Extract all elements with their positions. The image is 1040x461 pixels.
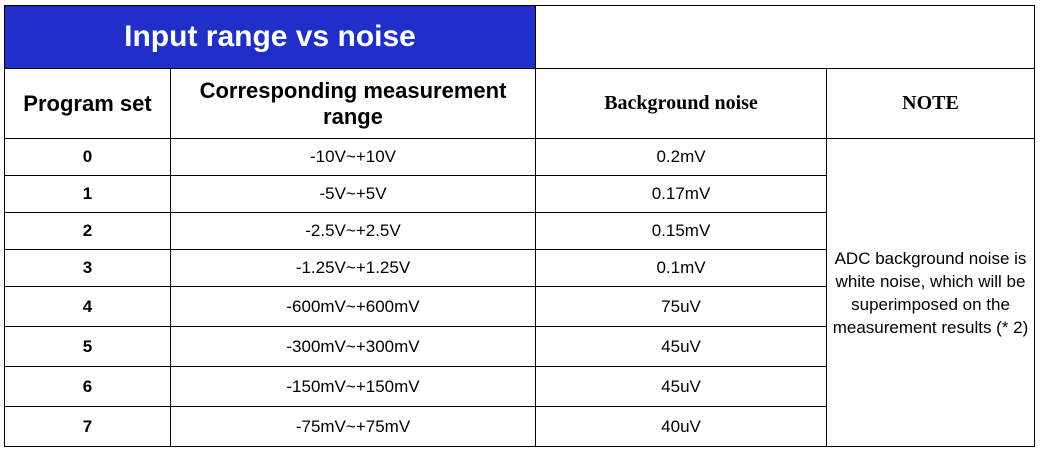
range-cell: -75mV~+75mV: [169, 406, 537, 447]
program-cell: 2: [4, 212, 171, 250]
table-row: 5 -300mV~+300mV 45uV: [4, 326, 1035, 367]
program-cell: 3: [4, 249, 171, 287]
program-cell: 4: [4, 286, 171, 327]
program-cell: 7: [4, 406, 171, 447]
table-row: 4 -600mV~+600mV 75uV: [4, 286, 1035, 327]
range-cell: -1.25V~+1.25V: [169, 249, 537, 287]
table-row: 2 -2.5V~+2.5V 0.15mV: [4, 212, 1035, 250]
noise-cell: 0.1mV: [535, 249, 828, 287]
table-title: Input range vs noise: [3, 5, 537, 69]
header-background-noise: Background noise: [535, 68, 828, 139]
header-program-set: Program set: [4, 68, 171, 139]
program-cell: 1: [4, 175, 171, 213]
range-cell: -2.5V~+2.5V: [169, 212, 537, 250]
header-measurement-range: Corresponding measurement range: [169, 68, 537, 139]
program-cell: 5: [4, 326, 171, 367]
noise-cell: 0.15mV: [535, 212, 828, 250]
range-cell: -300mV~+300mV: [169, 326, 537, 367]
noise-cell: 0.17mV: [535, 175, 828, 213]
noise-cell: 75uV: [535, 286, 828, 327]
table-row: 7 -75mV~+75mV 40uV: [4, 406, 1035, 447]
range-cell: -600mV~+600mV: [169, 286, 537, 327]
noise-cell: 40uV: [535, 406, 828, 447]
noise-cell: 45uV: [535, 326, 828, 367]
table-row: 0 -10V~+10V 0.2mV ADC background noise i…: [4, 138, 1036, 447]
range-cell: -150mV~+150mV: [169, 366, 537, 407]
noise-table: Input range vs noise Program set Corresp…: [3, 5, 1036, 447]
range-cell: -10V~+10V: [169, 138, 537, 176]
table-row: 1 -5V~+5V 0.17mV: [4, 175, 1035, 213]
header-row: Program set Corresponding measurement ra…: [4, 68, 1036, 139]
title-row: Input range vs noise: [3, 5, 1036, 69]
title-empty-cell: [535, 5, 1036, 69]
range-cell: -5V~+5V: [169, 175, 537, 213]
noise-cell: 45uV: [535, 366, 828, 407]
program-cell: 0: [4, 138, 171, 176]
noise-cell: 0.2mV: [535, 138, 828, 176]
program-cell: 6: [4, 366, 171, 407]
note-cell: ADC background noise is white noise, whi…: [826, 138, 1036, 447]
header-note: NOTE: [826, 68, 1036, 139]
